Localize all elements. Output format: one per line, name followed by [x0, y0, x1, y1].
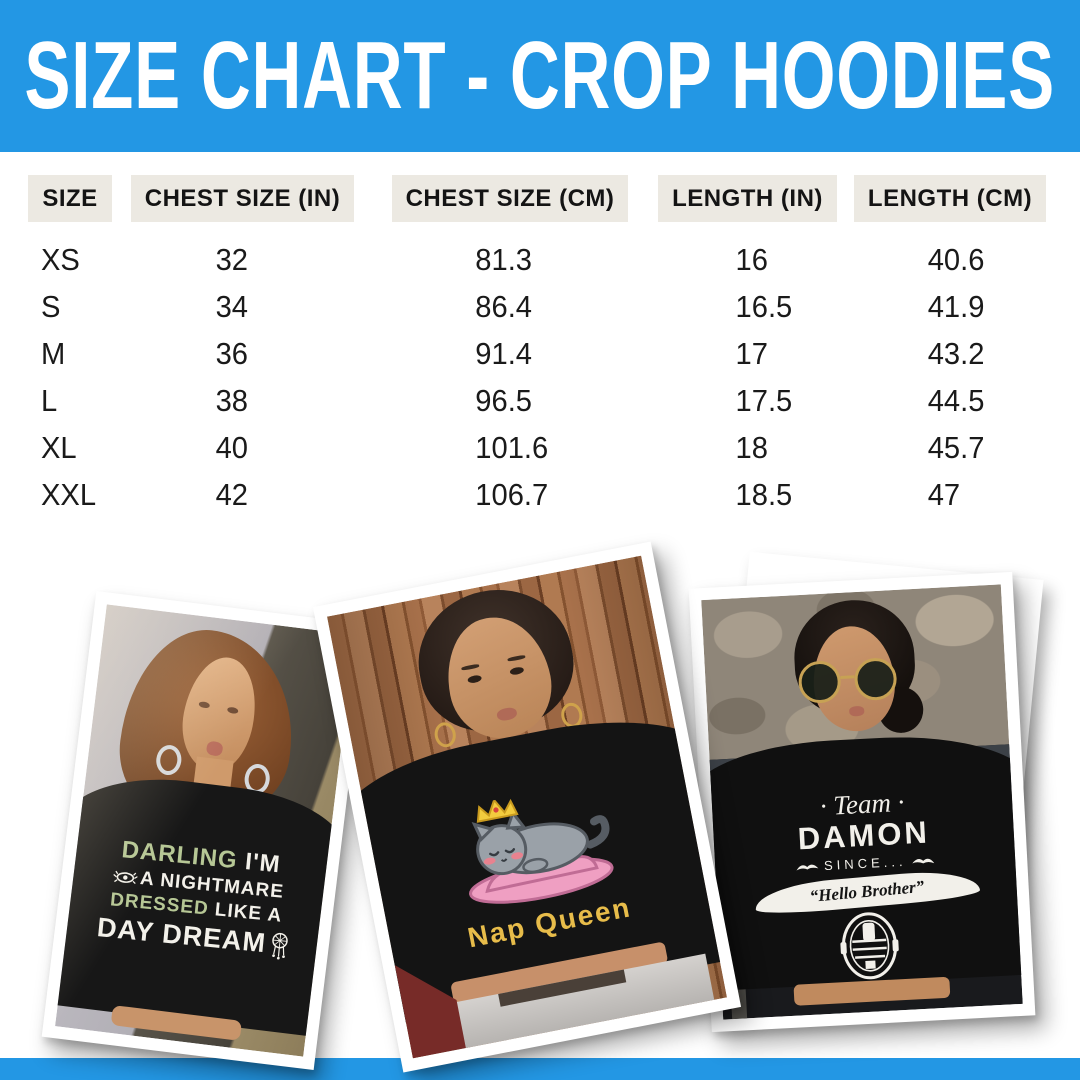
- length-in-value: 16.5: [735, 289, 793, 324]
- crest-emblem-icon: [840, 912, 899, 980]
- photo1-sunlight-overlay: [55, 604, 355, 1057]
- table-body: XS 32 81.3 16 40.6 S 34 86.4 16.5 41.9 M…: [0, 236, 1080, 518]
- table-row-xxl: XXL 42 106.7 18.5 47: [0, 471, 1080, 518]
- length-cm-value: 44.5: [927, 383, 985, 418]
- length-cm-value: 40.6: [927, 242, 985, 277]
- size-label: XL: [40, 430, 77, 465]
- footer-accent-bar: [0, 1058, 1080, 1080]
- size-table: SIZE CHEST SIZE (IN) CHEST SIZE (CM) LEN…: [0, 152, 1080, 518]
- eye-doodle-icon: [112, 870, 138, 885]
- column-header-length-in: LENGTH (IN): [658, 175, 837, 222]
- nap-queen-cat-icon: [468, 797, 614, 904]
- chest-in-value: 36: [215, 336, 248, 371]
- chest-cm-value: 86.4: [475, 289, 533, 324]
- hoodie3-line-hello-brother: “Hello Brother”: [808, 877, 925, 907]
- chest-in-value: 38: [215, 383, 248, 418]
- eye: [467, 674, 483, 685]
- round-sunglasses-icon: [797, 657, 898, 705]
- hoodie3-line-since: SINCE...: [823, 854, 907, 874]
- column-header-length-cm: LENGTH (CM): [853, 175, 1047, 222]
- eyebrow: [461, 663, 480, 671]
- title-banner: SIZE CHART - CROP HOODIES: [0, 0, 1080, 152]
- length-in-value: 17.5: [735, 383, 793, 418]
- chest-in-value: 32: [215, 242, 248, 277]
- chest-cm-value: 91.4: [475, 336, 533, 371]
- eye: [509, 666, 525, 677]
- size-label: M: [40, 336, 66, 371]
- page-title: SIZE CHART - CROP HOODIES: [24, 22, 1056, 129]
- hoodie2-design: Nap Queen: [392, 768, 684, 964]
- chest-cm-value: 106.7: [475, 477, 549, 512]
- length-in-value: 16: [735, 242, 768, 277]
- chest-cm-value: 81.3: [475, 242, 533, 277]
- length-in-value: 18.5: [735, 477, 793, 512]
- table-row-xl: XL 40 101.6 18 45.7: [0, 424, 1080, 471]
- eyebrow: [507, 654, 527, 662]
- table-header-row: SIZE CHEST SIZE (IN) CHEST SIZE (CM) LEN…: [0, 175, 1080, 222]
- column-header-size: SIZE: [28, 175, 112, 222]
- chest-in-value: 42: [215, 477, 248, 512]
- photo-team-damon-hoodie: · Team · DAMON SINCE... “Hello Brother”: [688, 571, 1036, 1033]
- column-header-chest-cm: CHEST SIZE (CM): [391, 175, 629, 222]
- table-row-s: S 34 86.4 16.5 41.9: [0, 283, 1080, 330]
- lips: [495, 706, 518, 722]
- length-cm-value: 45.7: [927, 430, 985, 465]
- photo-darling-daydream-hoodie: DARLING I'M A NIGHTMARE DRESSED LIKE A D…: [41, 590, 369, 1071]
- photo-nap-queen-hoodie: Nap Queen: [312, 541, 742, 1073]
- lips: [849, 706, 865, 717]
- table-row-xs: XS 32 81.3 16 40.6: [0, 236, 1080, 283]
- crow-icon: [912, 858, 935, 864]
- table-row-l: L 38 96.5 17.5 44.5: [0, 377, 1080, 424]
- size-label: L: [40, 383, 58, 418]
- size-label: XS: [40, 242, 80, 277]
- hoodie1-slogan: DARLING I'M A NIGHTMARE DRESSED LIKE A D…: [79, 832, 314, 964]
- length-cm-value: 43.2: [927, 336, 985, 371]
- hoodie3-design: · Team · DAMON SINCE... “Hello Brother”: [745, 783, 989, 992]
- table-row-m: M 36 91.4 17 43.2: [0, 330, 1080, 377]
- dreamcatcher-icon: [271, 933, 288, 961]
- length-cm-value: 47: [927, 477, 961, 512]
- size-label: S: [40, 289, 61, 324]
- chest-in-value: 34: [215, 289, 248, 324]
- chest-in-value: 40: [215, 430, 248, 465]
- chest-cm-value: 96.5: [475, 383, 533, 418]
- size-label: XXL: [40, 477, 97, 512]
- length-in-value: 18: [735, 430, 768, 465]
- chest-cm-value: 101.6: [475, 430, 549, 465]
- length-in-value: 17: [735, 336, 768, 371]
- length-cm-value: 41.9: [927, 289, 985, 324]
- crow-icon: [796, 864, 819, 871]
- column-header-chest-in: CHEST SIZE (IN): [130, 175, 355, 222]
